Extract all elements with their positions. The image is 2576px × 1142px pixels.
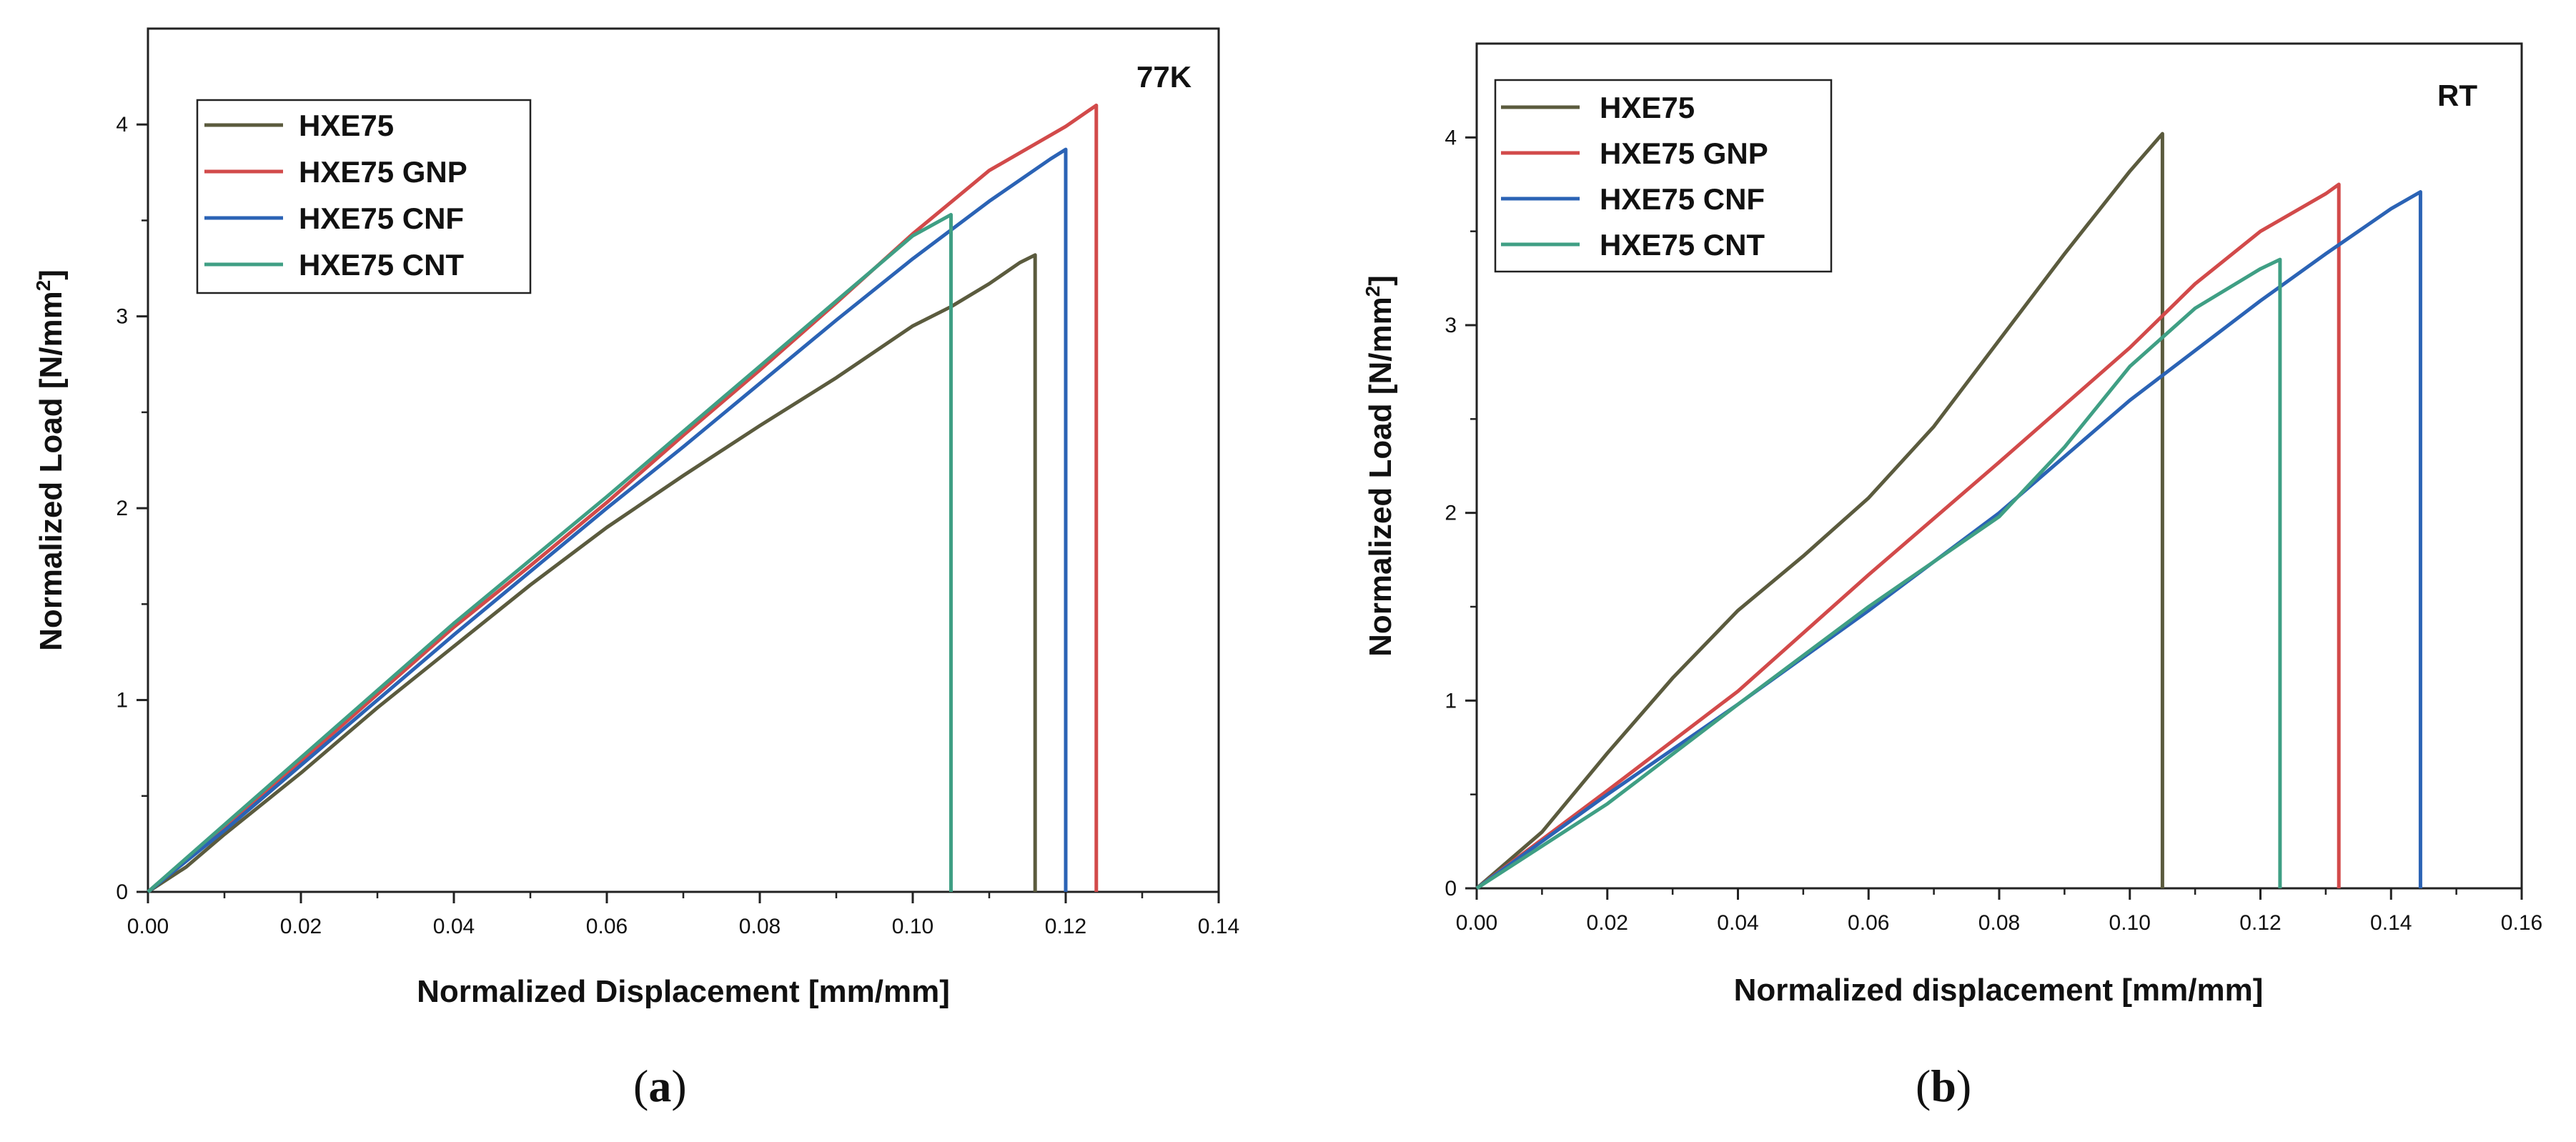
plot-b-series-hxe75-cnf xyxy=(1475,190,2422,890)
plot-a-ticks: 0.00 0.02 0.04 0.06 0.08 0.10 0.12 0.14 0 1 2 3 4 xyxy=(116,113,1239,938)
plot-a-y-axis-title-main: Normalized Load [N/mm xyxy=(34,291,69,651)
plot-a-x-tick-label: 0.10 xyxy=(892,915,933,938)
plot-a-legend-label-gnp: HXE75 GNP xyxy=(299,155,467,189)
panel-a-label-open: ( xyxy=(633,1061,648,1111)
plot-b-y-axis-title: Normalized Load [N/mm2] xyxy=(1362,275,1398,657)
panel-b-label-letter: b xyxy=(1931,1061,1956,1111)
plot-a-x-axis-title: Normalized Displacement [mm/mm] xyxy=(417,974,950,1009)
plot-a-series-hxe75-cnt xyxy=(147,212,953,893)
plot-a-legend-box xyxy=(196,99,532,294)
plot-b-y-axis-title-main: Normalized Load [N/mm xyxy=(1363,297,1398,657)
panel-b-label-open: ( xyxy=(1916,1061,1931,1111)
plot-b-y-axis-title-sup: 2 xyxy=(1362,286,1384,297)
panel-a-label-close: ) xyxy=(671,1061,686,1111)
plot-a-y-tick-label: 3 xyxy=(116,305,128,329)
plot-a-y-axis-title-sup: 2 xyxy=(32,280,54,292)
plot-b-series-hxe75-gnp xyxy=(1475,182,2341,890)
chart-panel-a: 0.00 0.02 0.04 0.06 0.08 0.10 0.12 0.14 0 1 2 3 4 77… xyxy=(32,27,1239,1111)
plot-b-x-tick-label: 0.02 xyxy=(1587,911,1628,935)
plot-a-x-tick-label: 0.06 xyxy=(586,915,628,938)
panel-b-label-close: ) xyxy=(1956,1061,1971,1111)
plot-b-ticks: 0.00 0.02 0.04 0.06 0.08 0.10 0.12 0.14 0.16 0 1 2 3… xyxy=(1445,126,2542,935)
plot-b-y-tick-label: 0 xyxy=(1445,877,1457,900)
plot-b-legend-box xyxy=(1494,79,1833,273)
plot-a-x-tick-label: 0.12 xyxy=(1045,915,1086,938)
plot-b-y-tick-label: 1 xyxy=(1445,689,1457,712)
plot-b-legend: HXE75 HXE75 GNP HXE75 CNF HXE75 CNT xyxy=(1494,79,1833,273)
plot-a-series-hxe75-cnf xyxy=(147,147,1068,893)
plot-b-legend-label-cnt: HXE75 CNT xyxy=(1600,228,1765,262)
plot-a-y-tick-label: 0 xyxy=(116,880,128,904)
plot-b-y-tick-label: 2 xyxy=(1445,502,1457,525)
plot-b-series xyxy=(1475,131,2422,890)
plot-a-y-tick-label: 4 xyxy=(116,113,128,136)
plot-a-y-tick-label: 1 xyxy=(116,689,128,712)
plot-a-legend: HXE75 HXE75 GNP HXE75 CNF HXE75 CNT xyxy=(196,99,532,294)
plot-a-legend-label-cnt: HXE75 CNT xyxy=(299,248,464,282)
plot-a-series xyxy=(147,103,1099,894)
plot-b-x-tick-label: 0.12 xyxy=(2239,911,2281,935)
plot-b-series-hxe75-cnt xyxy=(1475,257,2282,890)
plot-a-x-tick-label: 0.14 xyxy=(1198,915,1239,938)
plot-b-legend-label-hxe75: HXE75 xyxy=(1600,91,1695,124)
plot-b-x-tick-label: 0.14 xyxy=(2370,911,2412,935)
panel-a-label-letter: a xyxy=(648,1061,671,1111)
plot-a-y-tick-label: 2 xyxy=(116,497,128,520)
plot-a-y-axis-title: Normalized Load [N/mm2] xyxy=(32,269,69,651)
plot-a-legend-label-cnf: HXE75 CNF xyxy=(299,202,464,235)
plot-a-x-tick-label: 0.08 xyxy=(739,915,781,938)
plot-b-x-tick-label: 0.16 xyxy=(2501,911,2542,935)
plot-b-x-tick-label: 0.06 xyxy=(1848,911,1889,935)
plot-b-legend-label-gnp: HXE75 GNP xyxy=(1600,136,1768,170)
plot-b-series-hxe75 xyxy=(1475,131,2164,890)
plot-b-legend-label-cnf: HXE75 CNF xyxy=(1600,182,1765,216)
plot-b-x-tick-label: 0.08 xyxy=(1978,911,2020,935)
panel-b-label: (b) xyxy=(1916,1061,1971,1111)
plot-a-series-hxe75 xyxy=(147,253,1037,894)
plot-a-corner-label: 77K xyxy=(1136,60,1192,94)
plot-a-y-axis-title-end: ] xyxy=(34,269,69,280)
plot-b-y-tick-label: 3 xyxy=(1445,314,1457,337)
panel-a-label: (a) xyxy=(633,1061,687,1111)
plot-b-x-tick-label: 0.00 xyxy=(1456,911,1497,935)
plot-a-x-tick-label: 0.00 xyxy=(127,915,169,938)
plot-a-legend-label-hxe75: HXE75 xyxy=(299,109,394,142)
plot-a-x-tick-label: 0.02 xyxy=(280,915,322,938)
plot-b-y-tick-label: 4 xyxy=(1445,126,1457,149)
plot-b-x-tick-label: 0.04 xyxy=(1717,911,1758,935)
plot-a-series-hxe75-gnp xyxy=(147,103,1099,893)
plot-a-x-tick-label: 0.04 xyxy=(433,915,475,938)
plot-b-x-tick-label: 0.10 xyxy=(2109,911,2151,935)
plot-b-corner-label: RT xyxy=(2437,79,2477,112)
plot-b-y-axis-title-end: ] xyxy=(1363,275,1398,286)
plot-b-x-axis-title: Normalized displacement [mm/mm] xyxy=(1734,973,2264,1008)
chart-panel-b: 0.00 0.02 0.04 0.06 0.08 0.10 0.12 0.14 0.16 0 1 2 3… xyxy=(1362,42,2542,1111)
